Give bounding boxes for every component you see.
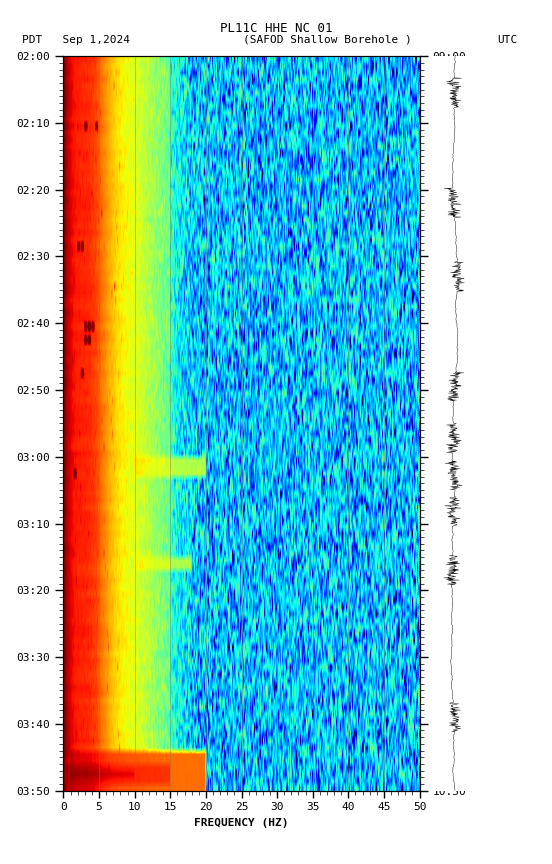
X-axis label: FREQUENCY (HZ): FREQUENCY (HZ): [194, 818, 289, 828]
Text: PDT   Sep 1,2024: PDT Sep 1,2024: [22, 35, 130, 45]
Text: UTC: UTC: [498, 35, 518, 45]
Text: PL11C HHE NC 01: PL11C HHE NC 01: [220, 22, 332, 35]
Text: (SAFOD Shallow Borehole ): (SAFOD Shallow Borehole ): [243, 35, 412, 45]
